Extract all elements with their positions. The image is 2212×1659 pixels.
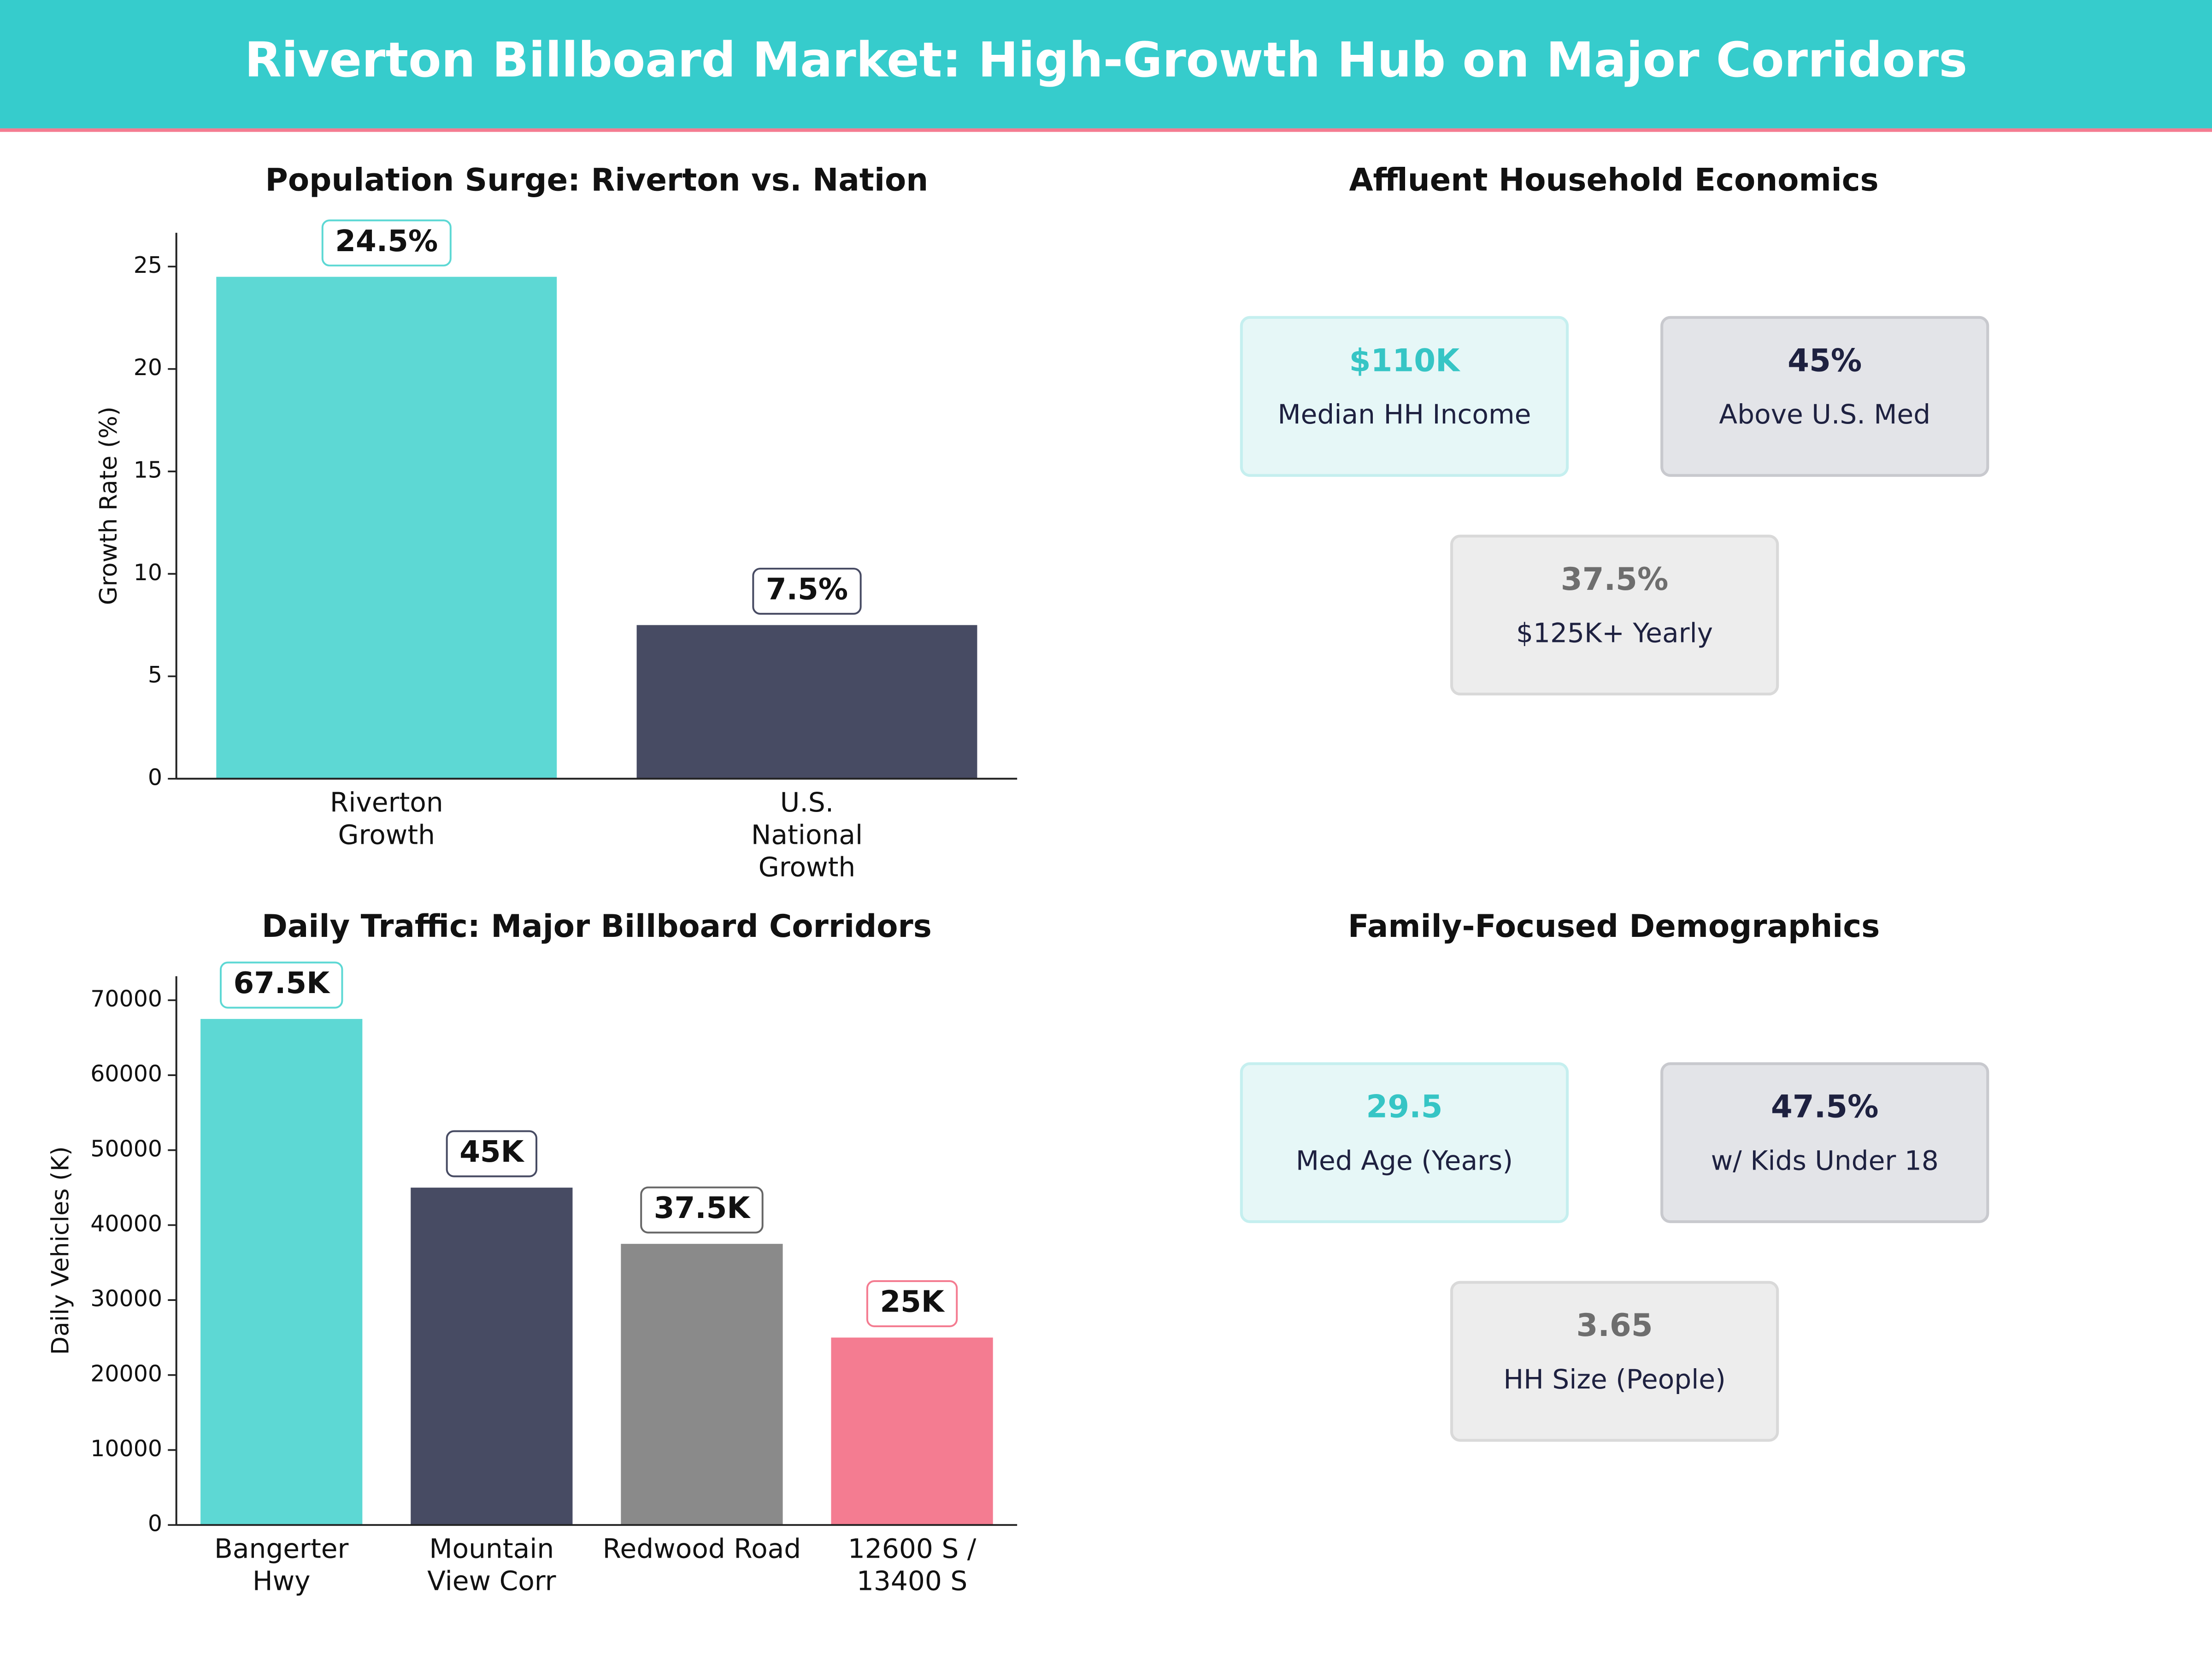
y-axis-label: Daily Vehicles (K)	[47, 1146, 75, 1355]
y-tick-label: 15	[134, 457, 162, 483]
value-label-box	[446, 1130, 537, 1177]
kpi-card	[1240, 316, 1569, 477]
value-label: 45K	[459, 1135, 524, 1169]
y-tick-label: 0	[148, 1511, 162, 1537]
chart-title: Population Surge: Riverton vs. Nation	[265, 161, 929, 198]
value-label-box	[752, 567, 862, 615]
kpi-value: 29.5	[1366, 1088, 1442, 1125]
value-label: 25K	[880, 1285, 945, 1319]
kpi-value: $110K	[1349, 342, 1461, 378]
y-tick-label: 30000	[90, 1286, 162, 1312]
value-label: 37.5K	[654, 1191, 751, 1225]
kpi-label: Above U.S. Med	[1719, 399, 1930, 430]
kpi-label: $125K+ Yearly	[1516, 618, 1713, 649]
kpi-value: 3.65	[1577, 1307, 1653, 1343]
x-tick-label: Redwood Road	[603, 1533, 801, 1564]
y-tick-label: 10	[134, 559, 162, 586]
bar	[216, 276, 557, 779]
x-tick-label: Mountain View Corr	[427, 1533, 556, 1596]
header-rule	[0, 128, 2212, 132]
kpi-label: w/ Kids Under 18	[1711, 1145, 1939, 1177]
x-tick-label: Riverton Growth	[330, 787, 443, 850]
y-tick-label: 70000	[90, 986, 162, 1012]
value-label: 24.5%	[335, 224, 438, 259]
y-tick-label: 20000	[90, 1360, 162, 1387]
value-label: 67.5K	[234, 966, 331, 1000]
x-tick-label: U.S. National Growth	[751, 787, 863, 883]
value-label-box	[640, 1186, 764, 1234]
kpi-value: 45%	[1788, 342, 1862, 378]
y-tick-label: 5	[148, 662, 162, 688]
y-tick-label: 40000	[90, 1211, 162, 1237]
y-tick-label: 60000	[90, 1061, 162, 1087]
chart-title: Daily Traffic: Major Billboard Corridors	[262, 908, 932, 944]
bar	[411, 1188, 573, 1525]
bar	[636, 625, 977, 779]
y-tick-label: 25	[134, 252, 162, 278]
y-tick-label: 50000	[90, 1135, 162, 1162]
kpi-label: Med Age (Years)	[1296, 1145, 1513, 1177]
value-label: 7.5%	[766, 572, 848, 606]
value-label-box	[866, 1280, 958, 1327]
y-axis-label: Growth Rate (%)	[95, 406, 123, 605]
y-tick-label: 0	[148, 764, 162, 790]
panel-title: Affluent Household Economics	[1349, 161, 1878, 198]
panel-title: Family-Focused Demographics	[1348, 908, 1880, 944]
kpi-card	[1450, 1281, 1779, 1442]
kpi-card	[1240, 1062, 1569, 1224]
kpi-label: HH Size (People)	[1503, 1364, 1725, 1395]
header-bar	[0, 0, 2212, 129]
kpi-label: Median HH Income	[1277, 399, 1531, 430]
y-tick-label: 10000	[90, 1435, 162, 1462]
kpi-card	[1660, 316, 1989, 477]
page-title: Riverton Billboard Market: High-Growth H…	[245, 32, 1967, 88]
y-tick-label: 20	[134, 354, 162, 381]
value-label-box	[219, 961, 343, 1009]
x-tick-label: 12600 S /13400 S	[848, 1533, 977, 1596]
value-label-box	[321, 219, 452, 267]
bar	[200, 1019, 363, 1525]
kpi-card	[1450, 535, 1779, 696]
bar	[621, 1244, 783, 1525]
x-tick-label: Bangerter Hwy	[214, 1533, 349, 1596]
kpi-value: 47.5%	[1771, 1088, 1879, 1125]
kpi-value: 37.5%	[1561, 561, 1669, 597]
kpi-card	[1660, 1062, 1989, 1224]
bar	[831, 1337, 993, 1525]
